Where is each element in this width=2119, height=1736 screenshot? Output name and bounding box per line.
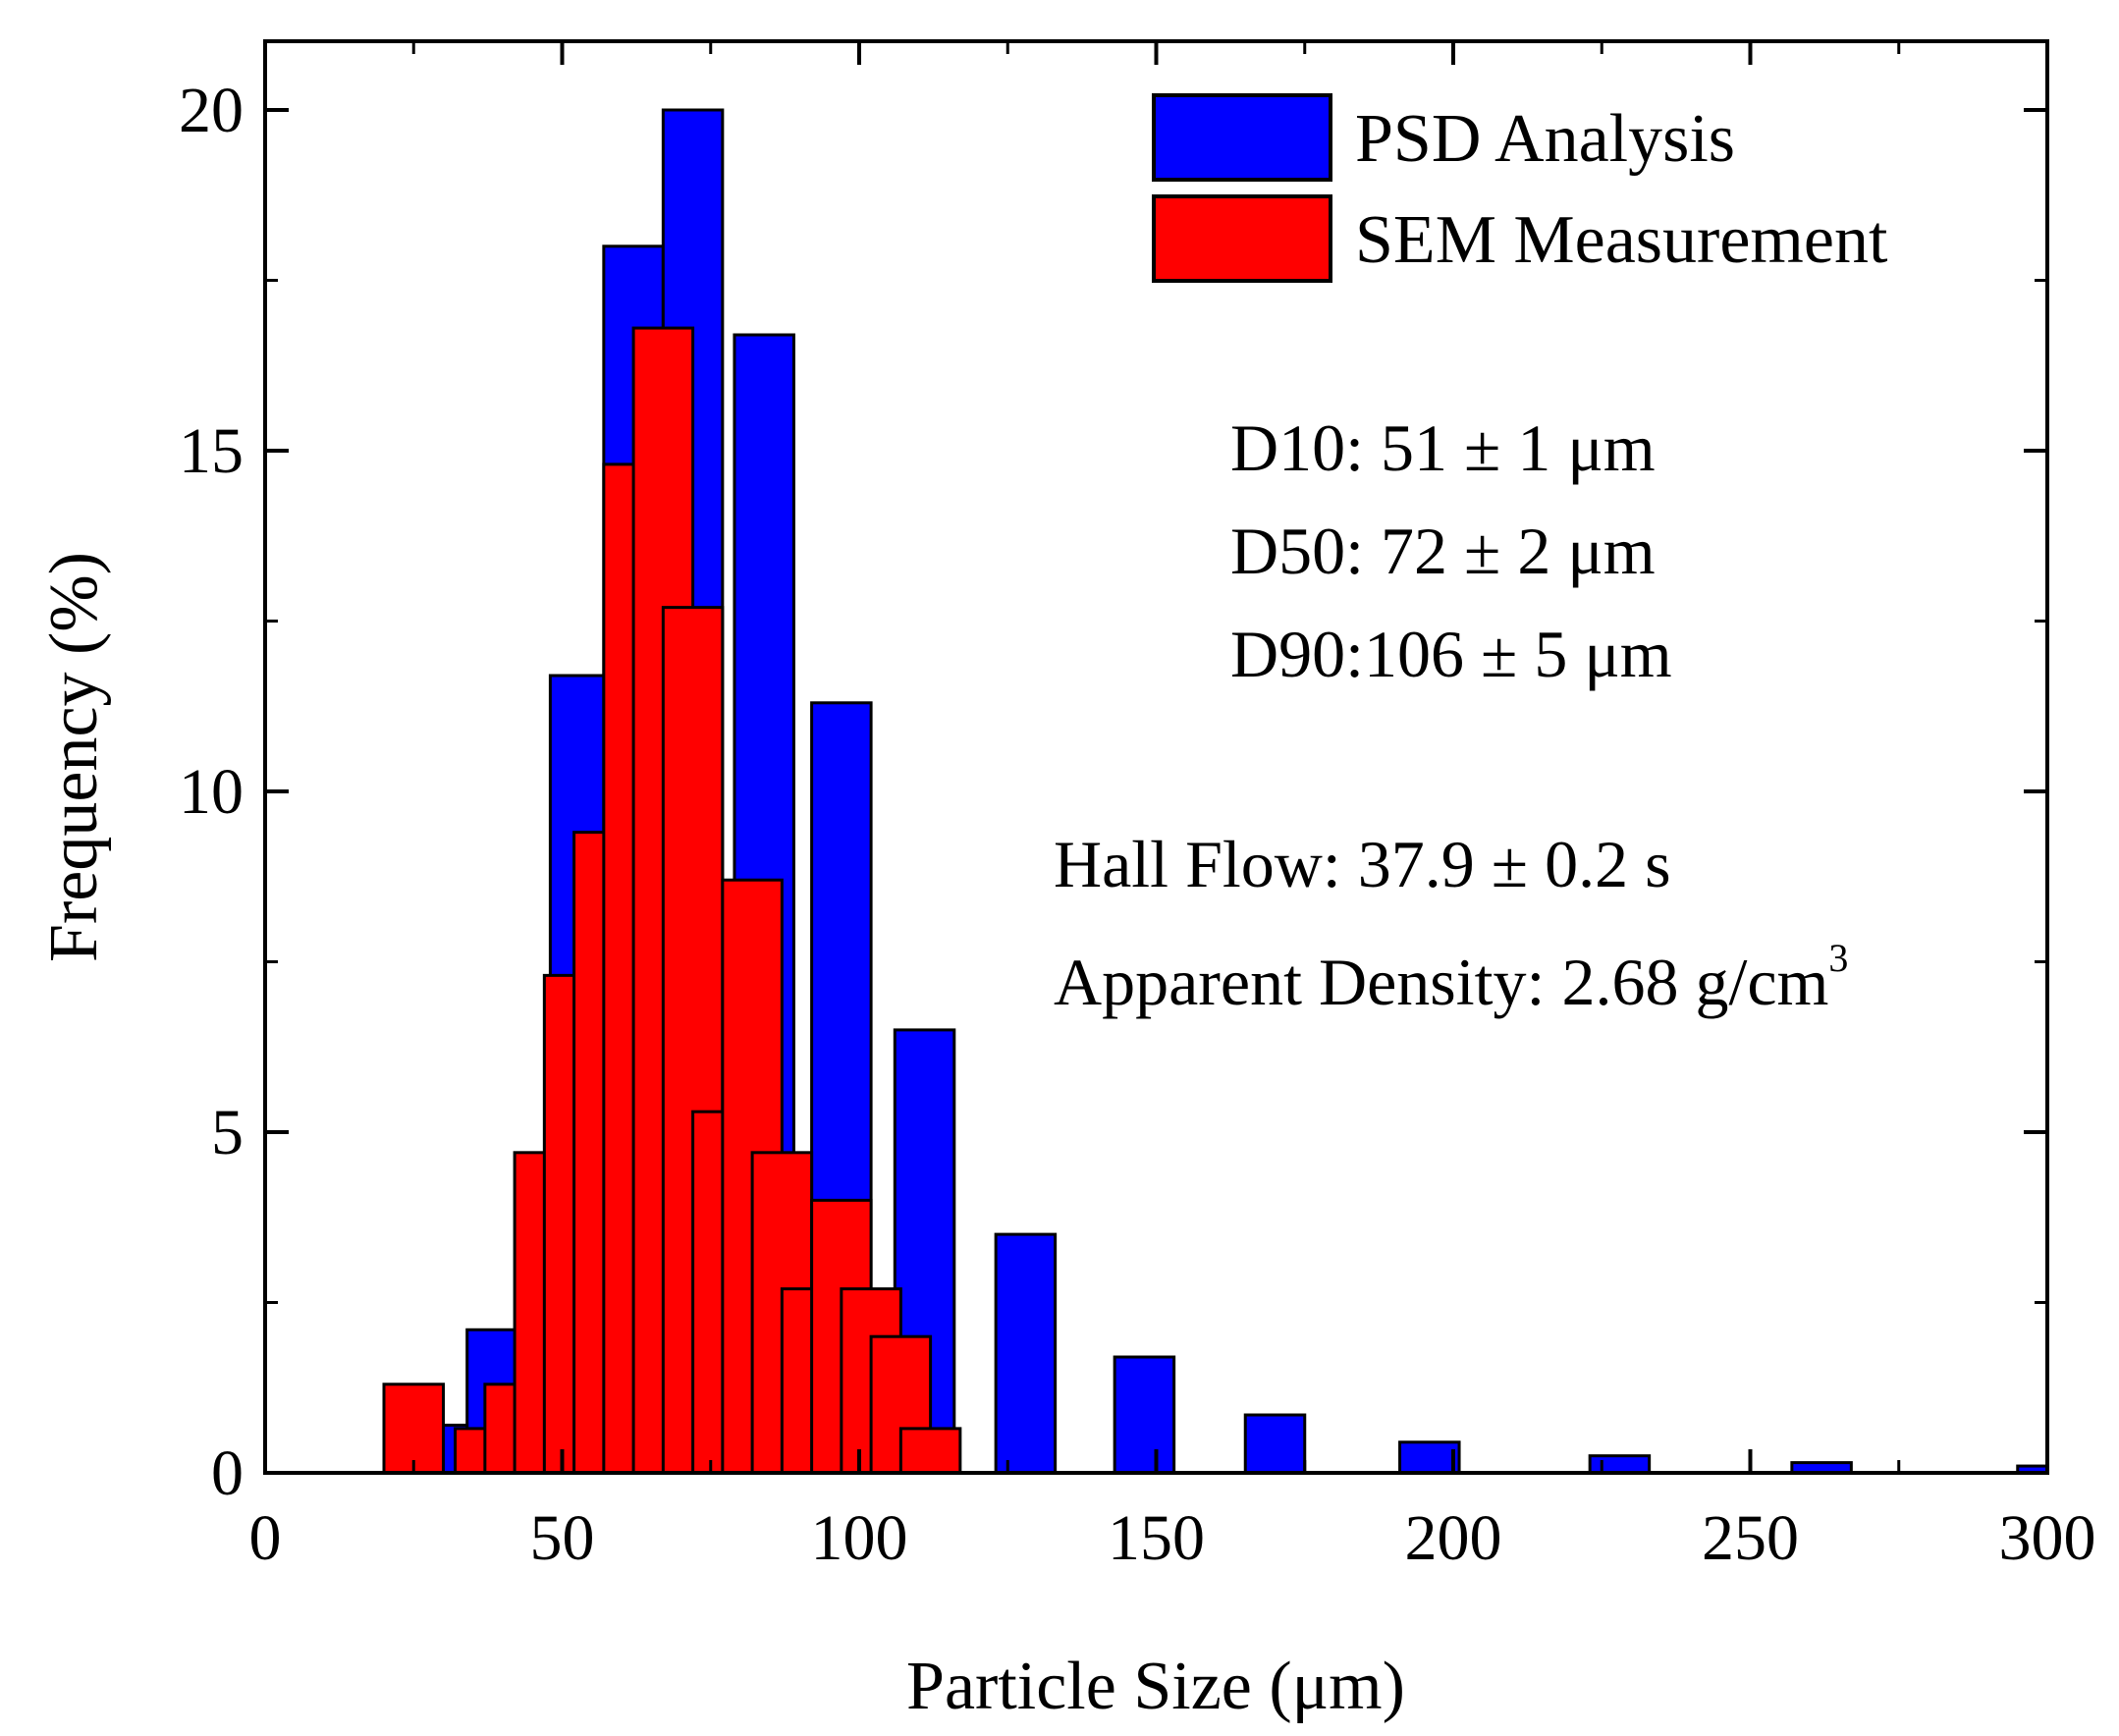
annotation-d10: D10: 51 ± 1 μm [1230,410,1656,485]
x-tick-label: 100 [811,1502,908,1574]
annotation-d50: D50: 72 ± 2 μm [1230,514,1656,588]
x-tick-label: 200 [1405,1502,1502,1574]
legend: PSD Analysis SEM Measurement [1152,93,1888,283]
psd-bar [1398,1440,1461,1475]
x-tick-label: 300 [1999,1502,2096,1574]
x-tick-labels: 0 50 100 150 200 250 300 [249,1502,2096,1574]
annotation-apparent-density: Apparent Density: 2.68 g/cm3 [1054,936,1848,1019]
psd-bar [994,1232,1058,1475]
sem-bar [382,1383,445,1475]
y-tick-label: 10 [179,756,244,828]
y-tick-label: 0 [211,1438,244,1509]
legend-swatch-sem [1152,194,1332,283]
axis-ticks [263,41,2049,1475]
sem-series-bars [382,326,962,1475]
y-tick-label: 15 [179,415,244,487]
apparent-density-superscript: 3 [1828,936,1848,980]
x-axis-title: Particle Size (μm) [906,1649,1405,1724]
annotation-hall-flow: Hall Flow: 37.9 ± 0.2 s [1054,827,1671,901]
x-tick-label: 150 [1108,1502,1205,1574]
psd-bar [1243,1413,1307,1475]
sem-bar [898,1427,962,1475]
x-tick-label: 250 [1702,1502,1799,1574]
annotations: D10: 51 ± 1 μm D50: 72 ± 2 μm D90:106 ± … [1054,410,1848,1019]
legend-label-sem: SEM Measurement [1355,202,1888,278]
y-tick-labels: 0 5 10 15 20 [179,75,244,1509]
annotation-d90: D90:106 ± 5 μm [1230,617,1672,691]
apparent-density-text: Apparent Density: 2.68 g/cm [1054,945,1828,1019]
y-axis-title: Frequency (%) [36,552,112,962]
legend-label-psd: PSD Analysis [1355,101,1735,177]
psd-bar [1588,1454,1652,1475]
y-tick-label: 20 [179,75,244,146]
y-tick-label: 5 [211,1097,244,1168]
x-tick-label: 0 [249,1502,282,1574]
x-tick-label: 50 [530,1502,595,1574]
legend-swatch-psd [1152,93,1332,182]
psd-bar [1113,1355,1176,1475]
